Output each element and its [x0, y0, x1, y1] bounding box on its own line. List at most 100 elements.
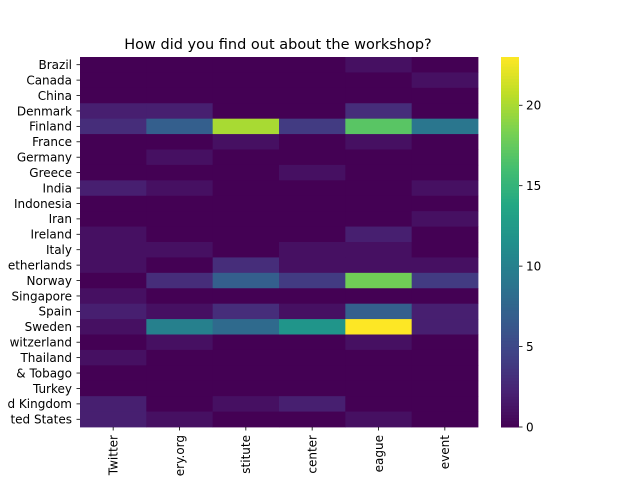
colorbar-segment [501, 115, 519, 120]
colorbar-segment [501, 322, 519, 326]
heatmap-cell [279, 149, 346, 166]
heatmap-cell [80, 226, 147, 243]
heatmap-cell [279, 134, 346, 150]
colorbar-segment [501, 235, 519, 240]
heatmap-cell [212, 411, 280, 428]
colorbar-segment [501, 149, 519, 154]
colorbar-segment [501, 371, 519, 376]
row-label: etherlands [8, 258, 72, 272]
heatmap-cell [212, 87, 280, 104]
colorbar-segment [501, 90, 519, 95]
colorbar-tick-label: 20 [526, 99, 541, 113]
heatmap-cell [80, 334, 147, 351]
colorbar-segment [501, 396, 519, 400]
colorbar-segment [501, 374, 519, 379]
heatmap-cell [411, 334, 479, 351]
row-label: & Tobago [16, 366, 72, 380]
colorbar-segment [501, 303, 519, 308]
row-label: Germany [17, 151, 72, 165]
heatmap-cell [279, 272, 346, 289]
row-label: Denmark [17, 104, 72, 118]
heatmap-cell [411, 72, 479, 89]
heatmap-cell [345, 257, 413, 274]
heatmap-cell [212, 164, 280, 181]
heatmap-cell [345, 365, 413, 382]
heatmap-cell [212, 149, 280, 166]
heatmap-cell [411, 349, 479, 366]
colorbar-segment [501, 177, 519, 181]
colorbar-segment [501, 223, 519, 228]
heatmap-cell [80, 396, 147, 412]
heatmap-cell [146, 334, 214, 351]
colorbar-segment [501, 297, 519, 302]
colorbar-segment [501, 263, 519, 268]
heatmap-cell [345, 134, 413, 150]
colorbar-segment [501, 226, 519, 231]
colorbar-segment [501, 189, 519, 194]
heatmap-cell [411, 226, 479, 243]
row-label: China [38, 89, 72, 103]
heatmap-cell [212, 380, 280, 397]
colorbar-segment [501, 417, 519, 422]
colorbar-segment [501, 84, 519, 89]
row-label: Spain [38, 305, 72, 319]
row-label: Norway [26, 274, 72, 288]
column-label: stitute [239, 435, 253, 474]
colorbar-segment [501, 124, 519, 129]
colorbar-segment [501, 143, 519, 147]
colorbar-segment [501, 69, 519, 73]
heatmap-cell [345, 242, 413, 258]
heatmap-cell [345, 411, 413, 428]
colorbar-segment [501, 211, 519, 215]
colorbar-segment [501, 386, 519, 391]
colorbar-segment [501, 57, 519, 61]
colorbar-segment [501, 402, 519, 406]
heatmap-cell [345, 303, 413, 320]
colorbar-segment [501, 411, 519, 416]
heatmap-cell [212, 180, 280, 197]
heatmap-cell [411, 319, 479, 335]
colorbar-segment [501, 72, 519, 76]
colorbar-segment [501, 205, 519, 209]
colorbar-segment [501, 251, 519, 255]
colorbar-segment [501, 103, 519, 107]
heatmap-cell [146, 380, 214, 397]
colorbar-segment [501, 109, 519, 113]
row-label: Thailand [19, 351, 72, 365]
colorbar-segment [501, 174, 519, 178]
column-label: ery.org [173, 435, 187, 476]
heatmap-cell [411, 365, 479, 382]
heatmap-cell [411, 303, 479, 320]
colorbar-segment [501, 198, 519, 203]
colorbar-segment [501, 168, 519, 172]
heatmap-cell [146, 134, 214, 150]
colorbar-segment [501, 131, 519, 135]
heatmap-cell [80, 180, 147, 197]
colorbar-segment [501, 134, 519, 138]
colorbar-segment [501, 97, 519, 101]
heatmap-cell [146, 118, 214, 135]
colorbar-segment [501, 340, 519, 345]
heatmap-cell [345, 164, 413, 181]
heatmap-cell [80, 103, 147, 120]
heatmap-cell [80, 257, 147, 274]
colorbar-segment [501, 254, 519, 258]
colorbar-segment [501, 423, 519, 428]
heatmap-cell [80, 57, 147, 73]
colorbar-segment [501, 266, 519, 271]
heatmap-cell [146, 272, 214, 289]
heatmap-cell [146, 87, 214, 104]
heatmap-cell [212, 396, 280, 412]
colorbar-segment [501, 63, 519, 67]
row-label: Indonesia [14, 197, 72, 211]
row-label: India [43, 181, 72, 195]
colorbar-segment [501, 380, 519, 385]
colorbar-segment [501, 365, 519, 369]
heatmap-cell [212, 365, 280, 382]
heatmap-cell [411, 87, 479, 104]
colorbar-segment [501, 192, 519, 197]
colorbar-segment [501, 195, 519, 200]
colorbar-segment [501, 217, 519, 221]
colorbar-segment [501, 343, 519, 348]
